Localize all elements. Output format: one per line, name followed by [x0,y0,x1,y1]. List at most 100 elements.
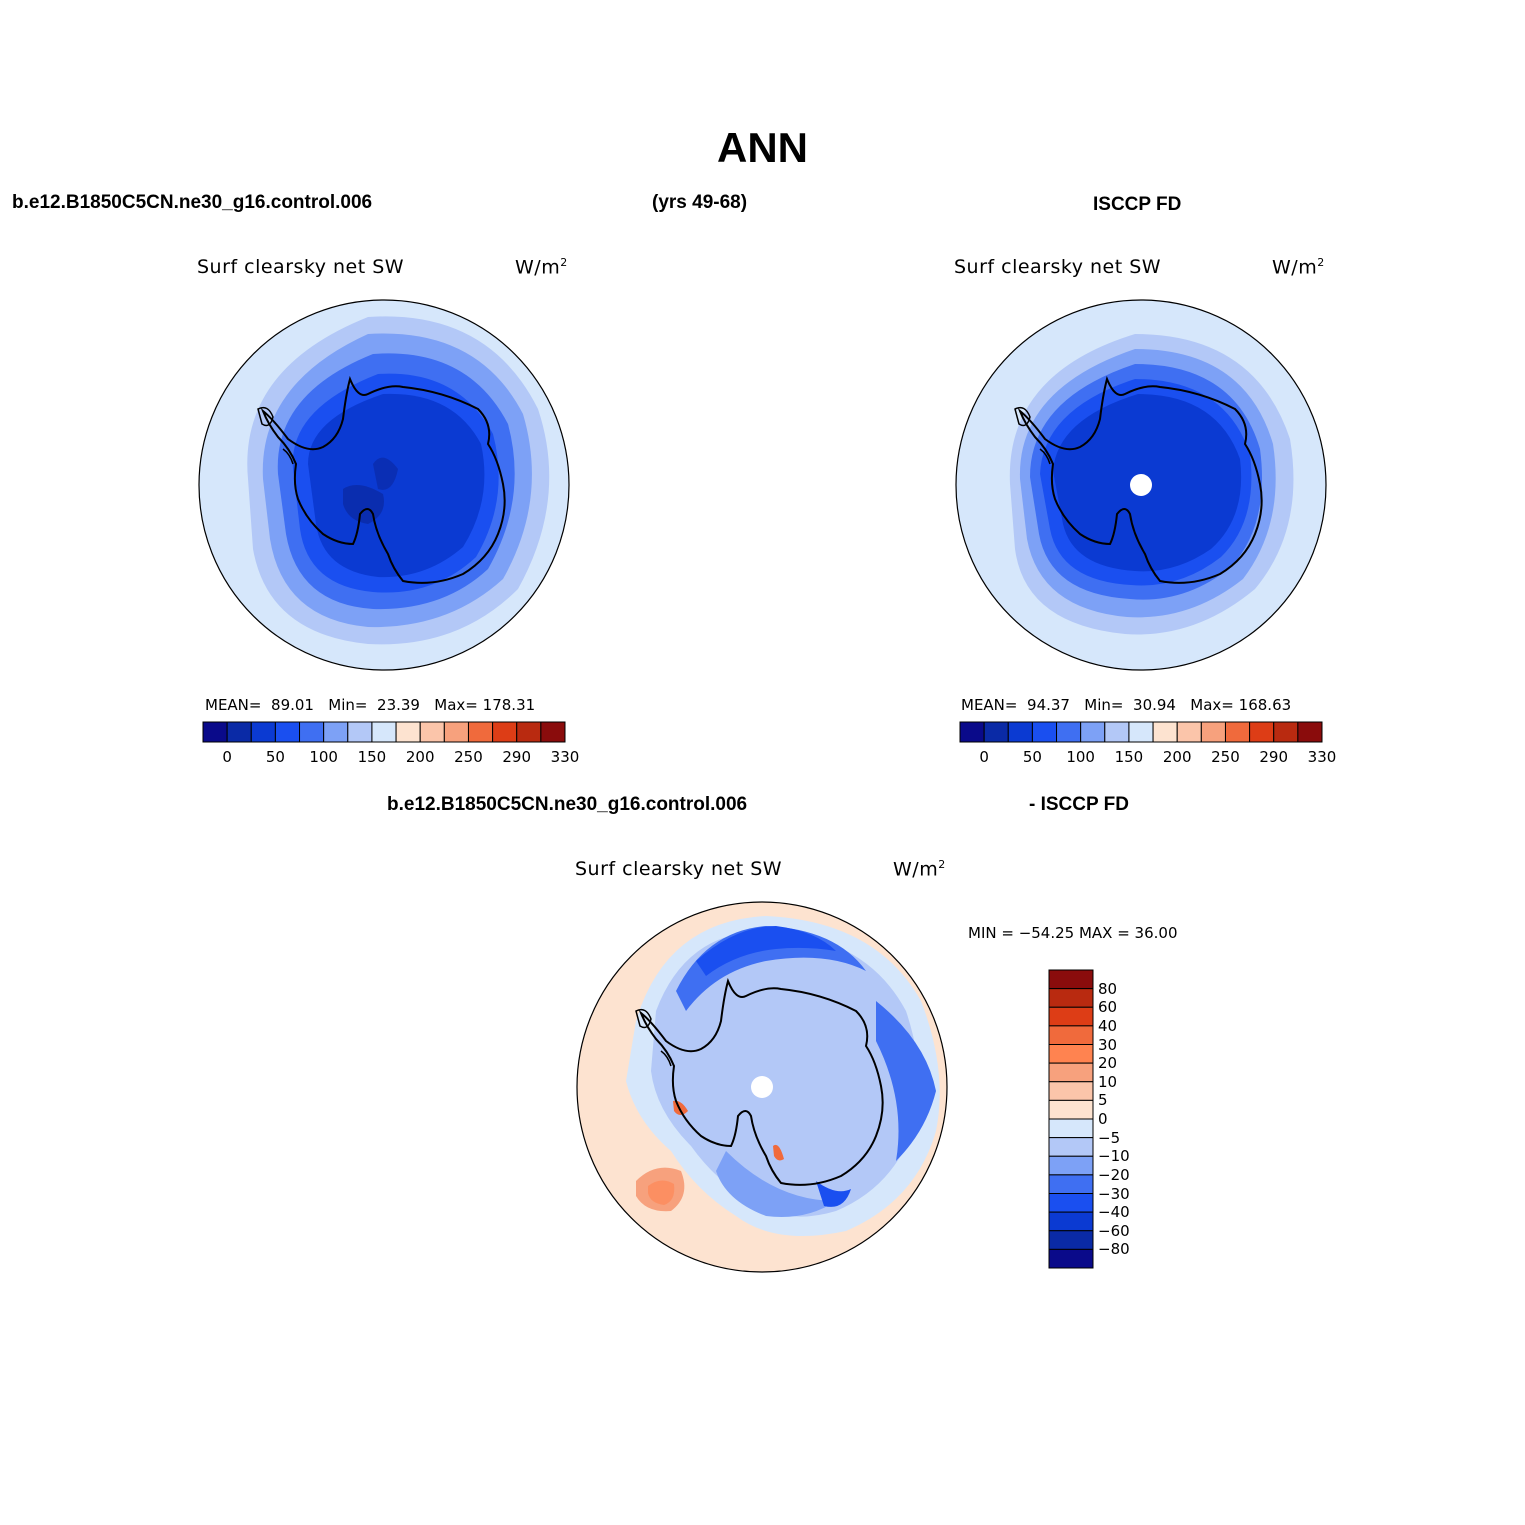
diff-colorbar [1048,969,1094,1269]
model-polar-map [198,299,570,671]
diff-colorbar-box [1048,1044,1094,1064]
diff-colorbar-label: 10 [1098,1072,1118,1091]
diff-colorbar-label: 5 [1098,1091,1108,1110]
diff-colorbar-box [1048,1137,1094,1157]
obs-colorbar-label: 200 [1162,748,1192,766]
obs-name-header: ISCCP FD [1093,194,1182,215]
diff-colorbar-label: 0 [1098,1110,1108,1128]
diff-colorbar-label: 20 [1098,1054,1118,1073]
diff-colorbar-label: 40 [1098,1016,1118,1035]
obs-colorbar-label: 330 [1307,748,1337,766]
diff-colorbar-box [1048,969,1094,990]
model-colorbar-box [202,721,228,743]
diff-colorbar-box [1048,1099,1094,1120]
model-colorbar-box [467,721,494,743]
obs-colorbar-box [1080,721,1106,743]
diff-var-title: Surf clearsky net SW [575,858,783,880]
diff-colorbar-box [1048,1230,1094,1250]
obs-colorbar-labels: 0 50 100 150 200 250 290 330 [960,748,1336,768]
model-var-title: Surf clearsky net SW [197,256,405,278]
model-colorbar-box [323,721,349,743]
diff-polar-map [576,901,948,1273]
model-colorbar [202,721,566,743]
model-stats: MEAN= 89.01 Min= 23.39 Max= 178.31 [205,696,536,714]
diff-colorbar-label: −5 [1098,1128,1121,1147]
diff-colorbar-label: −30 [1098,1184,1130,1203]
obs-colorbar-box [1273,721,1299,743]
model-colorbar-box [516,721,542,743]
model-colorbar-box [299,721,325,743]
obs-colorbar-label: 150 [1114,748,1144,766]
diff-colorbar-box [1048,1081,1094,1101]
diff-case-header: b.e12.B1850C5CN.ne30_g16.control.006 [387,794,748,815]
obs-colorbar-box [1007,721,1033,743]
model-colorbar-box [226,721,252,743]
obs-colorbar-box [959,721,985,743]
obs-colorbar-label: 290 [1259,748,1289,766]
model-colorbar-box [395,721,421,743]
diff-colorbar-label: 60 [1098,998,1118,1017]
obs-polar-map [955,299,1327,671]
diff-colorbar-box [1048,1174,1094,1194]
obs-colorbar-box [1031,721,1058,743]
diff-colorbar-box [1048,1193,1094,1213]
diff-colorbar-box [1048,1118,1094,1139]
diff-obs-header: - ISCCP FD [1029,794,1129,815]
model-colorbar-box [492,721,518,743]
model-colorbar-labels: 0 50 100 150 200 250 290 330 [203,748,579,768]
model-colorbar-label: 100 [309,748,338,766]
obs-colorbar-box [1152,721,1178,743]
diff-colorbar-box [1048,988,1094,1008]
case-name-header: b.e12.B1850C5CN.ne30_g16.control.006 [12,192,373,213]
diff-colorbar-box [1048,1025,1094,1045]
diff-minmax: MIN = −54.25 MAX = 36.00 [968,924,1178,942]
diff-colorbar-label: −80 [1098,1240,1130,1259]
obs-colorbar-label: 50 [1022,748,1042,766]
obs-colorbar-box [1128,721,1154,743]
season-title: ANN [717,124,808,171]
model-colorbar-box [274,721,301,743]
model-colorbar-box [250,721,276,743]
model-colorbar-box [540,721,566,743]
diff-colorbar-label: −20 [1098,1165,1130,1184]
model-colorbar-label: 150 [357,748,387,766]
diff-colorbar-label: −60 [1098,1221,1130,1240]
obs-stats: MEAN= 94.37 Min= 30.94 Max= 168.63 [961,696,1292,714]
model-colorbar-label: 50 [265,748,285,766]
model-colorbar-box [443,721,469,743]
obs-colorbar-box [1104,721,1130,743]
obs-units: W/m2 [1272,256,1325,279]
obs-colorbar-label: 250 [1211,748,1240,766]
model-colorbar-box [371,721,397,743]
obs-colorbar-label: 100 [1066,748,1095,766]
obs-colorbar-label: 0 [979,748,989,766]
diff-colorbar-label: 80 [1098,979,1118,998]
model-units: W/m2 [515,256,568,279]
diff-colorbar-label: 30 [1098,1035,1118,1054]
obs-colorbar [959,721,1323,743]
diff-colorbar-box [1048,1248,1094,1269]
model-colorbar-label: 200 [405,748,435,766]
diff-colorbar-label: −40 [1098,1203,1130,1222]
model-colorbar-label: 0 [222,748,232,766]
obs-colorbar-box [1224,721,1251,743]
obs-colorbar-box [1056,721,1082,743]
model-colorbar-box [419,721,445,743]
obs-colorbar-box [983,721,1009,743]
diff-colorbar-box [1048,1006,1094,1027]
diff-units: W/m2 [893,858,946,881]
years-header: (yrs 49-68) [652,192,748,213]
diff-colorbar-labels: 80 60 40 30 20 10 5 0 −5 −10 −20 −30 −40 −60 −80 [1096,970,1156,1268]
diff-colorbar-box [1048,1155,1094,1176]
model-colorbar-label: 250 [454,748,483,766]
diff-colorbar-box [1048,1062,1094,1083]
model-colorbar-label: 290 [502,748,532,766]
obs-var-title: Surf clearsky net SW [954,256,1162,278]
obs-colorbar-box [1176,721,1202,743]
obs-colorbar-box [1297,721,1323,743]
diff-colorbar-label: −10 [1098,1147,1130,1166]
obs-colorbar-box [1200,721,1226,743]
model-colorbar-box [347,721,373,743]
obs-colorbar-box [1249,721,1275,743]
diff-colorbar-box [1048,1211,1094,1232]
